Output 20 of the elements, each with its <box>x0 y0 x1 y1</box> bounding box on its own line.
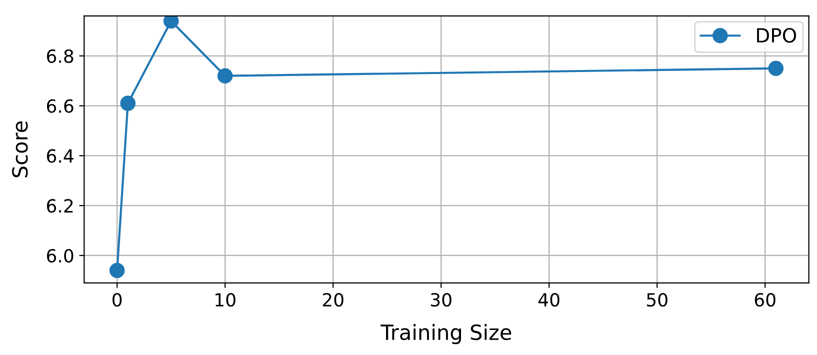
y-tick-label: 6.8 <box>46 49 74 64</box>
x-tick-label: 50 <box>646 292 668 307</box>
y-tick-label: 6.0 <box>46 248 74 263</box>
point <box>120 96 136 111</box>
y-tick-label: 6.2 <box>46 199 73 213</box>
y-tick-label: 6.6 <box>46 99 74 113</box>
y-tick-label: 6.4 <box>46 149 74 163</box>
point <box>217 68 233 84</box>
point <box>163 16 179 29</box>
x-tick-label: 30 <box>430 292 452 307</box>
x-tick-label: 10 <box>216 292 236 307</box>
legend-label: DPO <box>757 28 796 43</box>
point <box>109 262 125 278</box>
point <box>768 60 784 76</box>
x-tick-label: 20 <box>322 292 344 307</box>
y-axis-title: Score <box>12 121 28 178</box>
x-tick-label: 60 <box>754 292 776 307</box>
x-axis-title: Training Size <box>380 324 512 344</box>
x-tick-label: 0 <box>112 292 122 307</box>
x-tick-label: 40 <box>538 292 560 307</box>
